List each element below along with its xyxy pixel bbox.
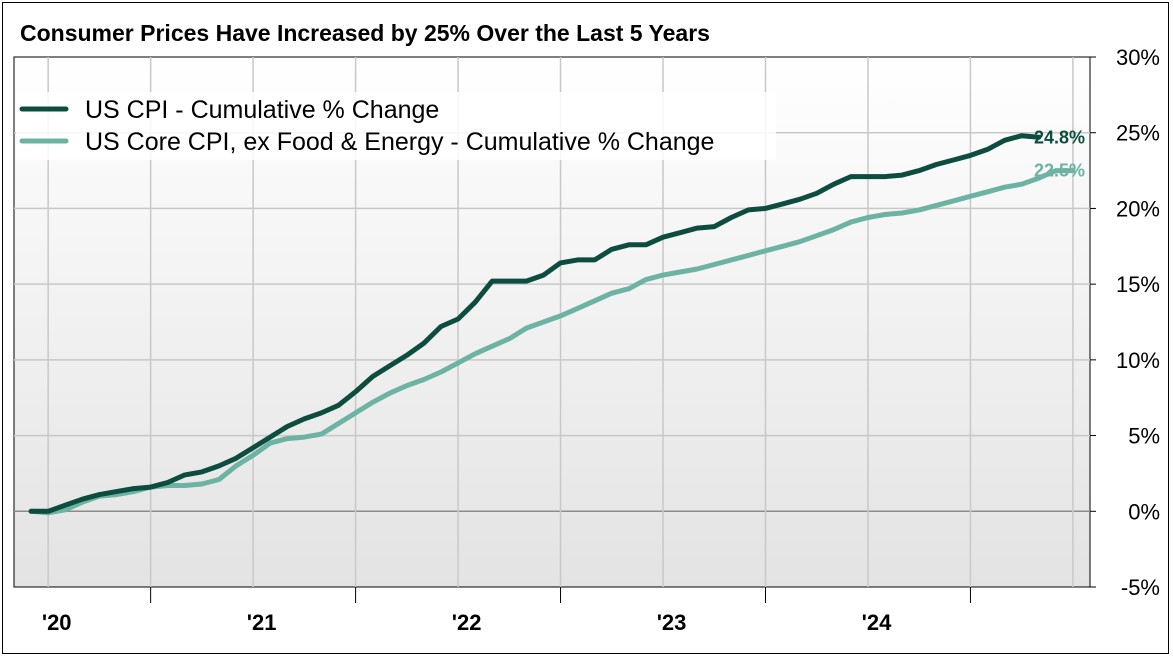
y-tick-label: 30% [1116, 45, 1160, 70]
end-value-label: 24.8% [1034, 127, 1085, 147]
series-lines [28, 133, 1076, 516]
y-tick-label: 20% [1116, 196, 1160, 221]
x-tick-label: '23 [657, 610, 687, 635]
series-line [28, 168, 1076, 516]
x-tick-label: '22 [452, 610, 482, 635]
x-tick-label: '21 [247, 610, 277, 635]
end-value-label: 22.5% [1034, 161, 1085, 181]
end-labels: 24.8% 22.5% [1034, 127, 1085, 180]
y-tick-label: 10% [1116, 348, 1160, 373]
legend-entry: US CPI - Cumulative % Change [85, 96, 439, 124]
y-tick-label: 25% [1116, 121, 1160, 146]
x-tick-label: '20 [42, 610, 72, 635]
y-tick-label: 15% [1116, 272, 1160, 297]
legend-entry: US Core CPI, ex Food & Energy - Cumulati… [85, 128, 714, 156]
chart-title: Consumer Prices Have Increased by 25% Ov… [20, 20, 710, 46]
x-tick-label: '24 [862, 610, 892, 635]
legend-background [16, 92, 776, 160]
tick-labels: 30% 25% 20% 15% 10% 5% 0% -5% '20 '21 '22 '23 '24 [42, 45, 1160, 635]
legend: US CPI - Cumulative % Change US Core CPI,… [16, 92, 776, 160]
y-tick-label: 0% [1128, 499, 1160, 524]
y-tick-label: 5% [1128, 424, 1160, 449]
series-line [28, 133, 1042, 514]
y-tick-label: -5% [1121, 575, 1160, 600]
